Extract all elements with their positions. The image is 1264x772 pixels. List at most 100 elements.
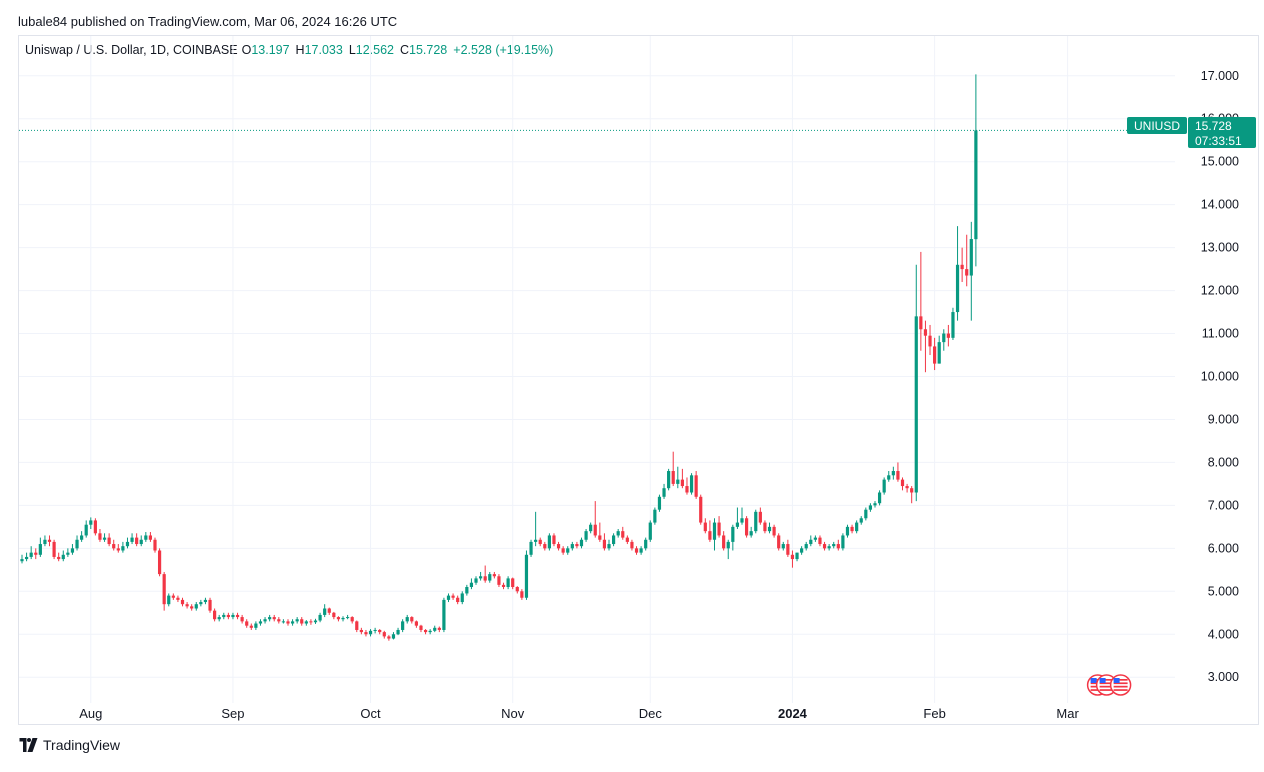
candle — [942, 329, 946, 351]
candle — [621, 526, 625, 540]
candle-body — [203, 599, 208, 603]
candle — [708, 520, 712, 542]
candle — [543, 541, 547, 551]
candle-body — [245, 621, 249, 626]
candle — [965, 234, 969, 287]
candle — [34, 548, 38, 560]
candle-body — [657, 496, 662, 510]
economic-events[interactable] — [1086, 674, 1132, 696]
candle — [910, 486, 914, 504]
candle — [341, 616, 345, 622]
footer-brand[interactable]: TradingView — [43, 737, 121, 753]
candle-body — [171, 595, 175, 598]
candle — [43, 535, 47, 547]
candle-body — [855, 522, 859, 532]
candle-body — [575, 544, 579, 547]
candle-body — [942, 333, 946, 343]
candle — [121, 541, 125, 553]
legend-close-value: 15.728 — [409, 43, 448, 57]
candle — [850, 524, 854, 534]
candle-body — [231, 614, 235, 618]
candle — [896, 462, 900, 482]
candle-body — [272, 617, 276, 620]
candle-body — [61, 554, 65, 560]
candle — [304, 620, 308, 626]
candle — [190, 604, 194, 611]
candle — [359, 627, 363, 635]
legend-high-label: H — [295, 43, 305, 57]
candle — [446, 593, 451, 603]
candle — [57, 552, 61, 562]
candle-body — [534, 539, 538, 542]
candle — [47, 535, 52, 547]
candle — [506, 576, 510, 590]
candle — [561, 546, 565, 555]
candle — [795, 552, 799, 562]
candle-body — [135, 537, 139, 545]
y-tick-label: 7.000 — [1208, 498, 1239, 512]
candle-body — [887, 475, 891, 480]
candle-body — [667, 471, 671, 489]
candle-body — [378, 629, 382, 633]
candle — [414, 620, 418, 628]
candle-body — [341, 617, 345, 620]
candle-body — [162, 574, 166, 605]
candle — [644, 537, 648, 551]
y-axis: 17.00016.00015.00014.00013.00012.00011.0… — [1201, 69, 1239, 684]
candle-body — [20, 559, 24, 562]
ohlc-legend: Uniswap / U.S. Dollar, 1D, COINBASE O 13.… — [25, 43, 553, 57]
candle — [625, 535, 629, 545]
legend-change-value: +2.528 (+19.15%) — [453, 43, 554, 57]
candle — [657, 494, 662, 512]
price-tag-symbol-bg — [1127, 117, 1187, 134]
candle-body — [277, 619, 281, 622]
x-axis: Aug Sep Oct Nov Dec 2024 Feb Mar — [79, 706, 1079, 721]
candle-body — [368, 630, 373, 635]
candle-body — [731, 526, 735, 542]
candle — [556, 541, 561, 551]
candle — [722, 531, 726, 551]
candle-body — [323, 608, 327, 615]
candle-body — [446, 595, 451, 600]
candle-body — [148, 535, 153, 540]
candle-body — [199, 602, 203, 605]
candle — [61, 550, 65, 562]
candle — [465, 584, 469, 596]
us-flag-event-icon[interactable] — [1109, 674, 1132, 696]
chart-frame[interactable] — [18, 35, 1259, 725]
candle — [923, 320, 928, 373]
candle-body — [598, 535, 602, 540]
candle — [226, 612, 230, 620]
candle — [497, 574, 501, 588]
candle — [937, 335, 941, 364]
candle — [575, 541, 579, 549]
candle — [511, 577, 515, 590]
candle — [323, 604, 327, 618]
candle-body — [102, 537, 107, 540]
candle — [419, 624, 423, 633]
tradingview-logo-icon[interactable] — [18, 738, 39, 752]
candle — [786, 539, 790, 557]
candle-body — [359, 629, 363, 633]
legend-symbol[interactable]: Uniswap / U.S. Dollar, 1D, COINBASE — [25, 43, 238, 57]
candle-body — [845, 526, 850, 536]
candle — [873, 501, 877, 508]
legend-high-value: 17.033 — [304, 43, 343, 57]
candle — [483, 565, 487, 583]
candle — [781, 541, 785, 551]
candle-body — [157, 550, 162, 575]
candle-body — [813, 537, 817, 540]
candle-body — [355, 621, 359, 630]
candle-body — [258, 621, 263, 624]
candle — [167, 593, 171, 607]
candle — [589, 522, 593, 534]
candle-body — [501, 584, 506, 588]
candle-body — [29, 552, 33, 557]
candle — [194, 602, 198, 611]
candle — [258, 619, 263, 626]
candle — [203, 597, 208, 605]
price-tag-countdown: 07:33:51 — [1195, 134, 1242, 148]
candle-body — [373, 629, 377, 631]
candle — [694, 471, 698, 499]
